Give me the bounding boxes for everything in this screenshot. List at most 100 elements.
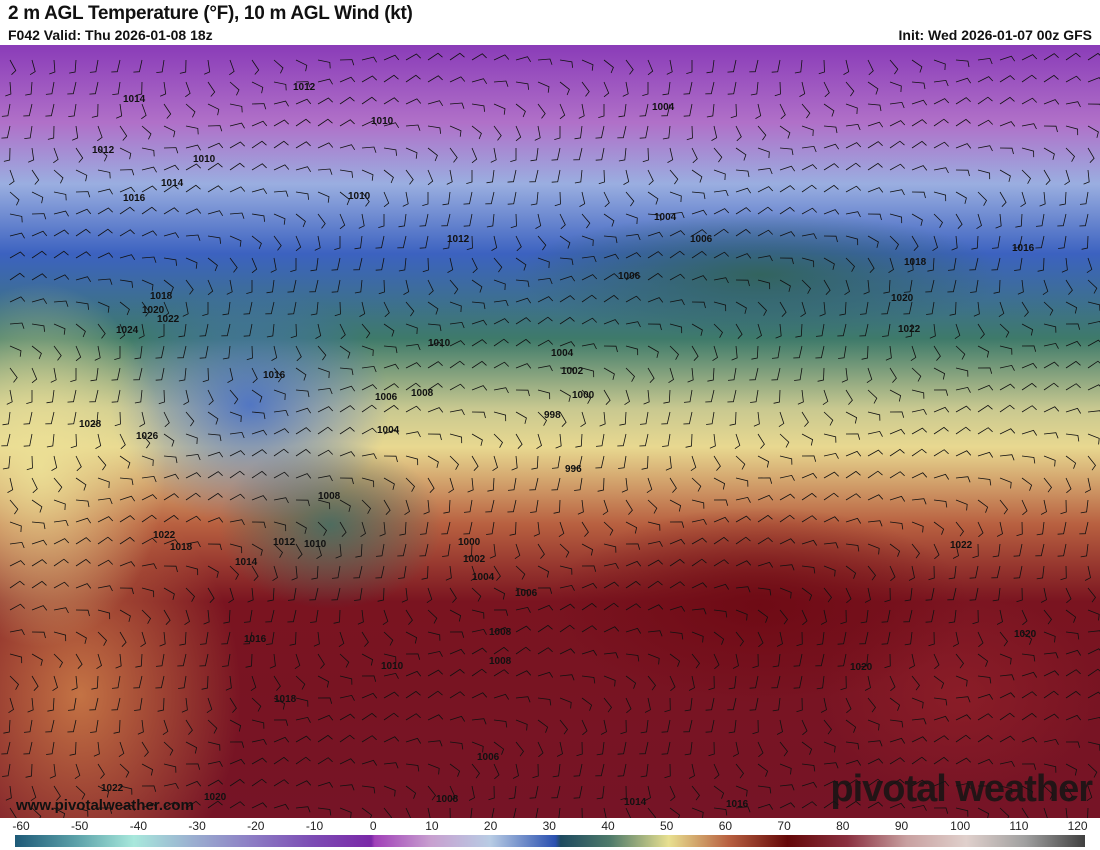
wind-barb <box>823 452 839 459</box>
wind-barb <box>222 345 231 360</box>
wind-barb <box>933 59 946 71</box>
wind-barb <box>243 631 253 645</box>
wind-barb <box>732 653 739 669</box>
wind-barb <box>574 169 583 184</box>
wind-barb <box>471 103 485 112</box>
wind-barb <box>273 497 289 504</box>
wind-barb <box>794 367 803 381</box>
colorbar-tick-label: 110 <box>1009 819 1029 833</box>
colorbar-tick-label: -20 <box>247 819 265 833</box>
wind-barb <box>449 741 464 750</box>
wind-barb <box>618 103 627 118</box>
wind-barb <box>251 757 267 765</box>
wind-barb <box>119 206 135 215</box>
wind-barb <box>661 741 671 755</box>
wind-barb <box>251 778 267 787</box>
wind-barb <box>713 583 730 590</box>
wind-barb <box>6 389 13 405</box>
wind-barb <box>97 785 110 798</box>
wind-barb <box>816 675 825 690</box>
wind-barb <box>202 367 209 383</box>
wind-barb <box>339 144 356 151</box>
wind-barb <box>251 120 268 127</box>
wind-barb <box>933 653 940 670</box>
wind-barb <box>1087 691 1100 699</box>
wind-barb <box>141 256 157 263</box>
wind-barb <box>163 609 171 625</box>
wind-barb <box>493 587 506 600</box>
wind-barb <box>360 521 366 538</box>
wind-barb <box>867 470 883 479</box>
wind-barb <box>97 536 113 545</box>
wind-barb <box>691 209 708 216</box>
wind-barb <box>559 367 574 375</box>
wind-barb <box>89 697 99 711</box>
wind-barb <box>508 785 517 800</box>
wind-barb <box>1035 213 1045 227</box>
wind-barb <box>691 229 707 237</box>
wind-barb <box>1021 785 1034 798</box>
wind-barb <box>75 785 86 800</box>
wind-barb <box>933 167 949 174</box>
wind-barb <box>1087 455 1097 471</box>
wind-barb <box>31 559 47 567</box>
wind-barb <box>691 631 704 643</box>
wind-barb <box>669 605 686 612</box>
wind-barb <box>911 119 927 127</box>
wind-barb <box>53 519 69 527</box>
wind-barb <box>794 59 803 74</box>
wind-barb <box>317 59 331 69</box>
wind-barb <box>9 629 25 636</box>
wind-barb <box>513 807 517 818</box>
wind-barb <box>273 521 287 532</box>
wind-barb <box>691 250 707 259</box>
wind-barb <box>1036 521 1045 536</box>
wind-barb <box>207 760 223 767</box>
wind-barb <box>229 235 242 247</box>
wind-barb <box>75 477 87 491</box>
wind-barb <box>207 103 220 116</box>
wind-barb <box>317 807 332 816</box>
wind-barb <box>845 565 857 579</box>
wind-barb <box>801 411 809 427</box>
wind-barb <box>625 213 638 225</box>
wind-barb <box>779 784 795 791</box>
wind-barb <box>354 279 363 294</box>
wind-barb <box>884 653 891 669</box>
wind-barb <box>160 81 167 97</box>
wind-barb <box>427 341 444 348</box>
wind-barb <box>1043 631 1056 643</box>
wind-barb <box>625 59 634 75</box>
wind-barb <box>229 212 245 219</box>
wind-barb <box>1065 147 1075 162</box>
wind-barb <box>977 734 993 743</box>
wind-barb <box>845 543 860 552</box>
wind-barb <box>705 81 715 95</box>
wind-barb <box>1043 652 1059 659</box>
wind-barb <box>383 691 399 699</box>
wind-barb <box>442 191 451 206</box>
isobar-label: 1012 <box>293 82 316 93</box>
wind-barb <box>405 609 413 625</box>
wind-barb <box>642 147 649 163</box>
wind-barb <box>119 631 127 647</box>
wind-barb <box>952 631 959 647</box>
isobar-label: 1000 <box>458 537 481 548</box>
wind-barb <box>949 301 957 316</box>
wind-barb <box>867 801 883 809</box>
wind-barb <box>510 148 517 162</box>
wind-barb <box>595 433 605 447</box>
wind-barb <box>251 59 260 75</box>
wind-barb <box>559 411 567 427</box>
wind-barb <box>955 782 971 789</box>
wind-barb <box>45 103 55 117</box>
wind-barb <box>955 807 969 817</box>
wind-barb <box>317 757 333 765</box>
wind-barb <box>449 715 466 722</box>
wind-barb <box>757 255 773 262</box>
wind-barb <box>375 565 385 579</box>
isobar-label: 1006 <box>618 271 641 282</box>
wind-barb <box>713 536 729 545</box>
wind-barb <box>905 323 913 338</box>
wind-barb <box>491 807 495 818</box>
